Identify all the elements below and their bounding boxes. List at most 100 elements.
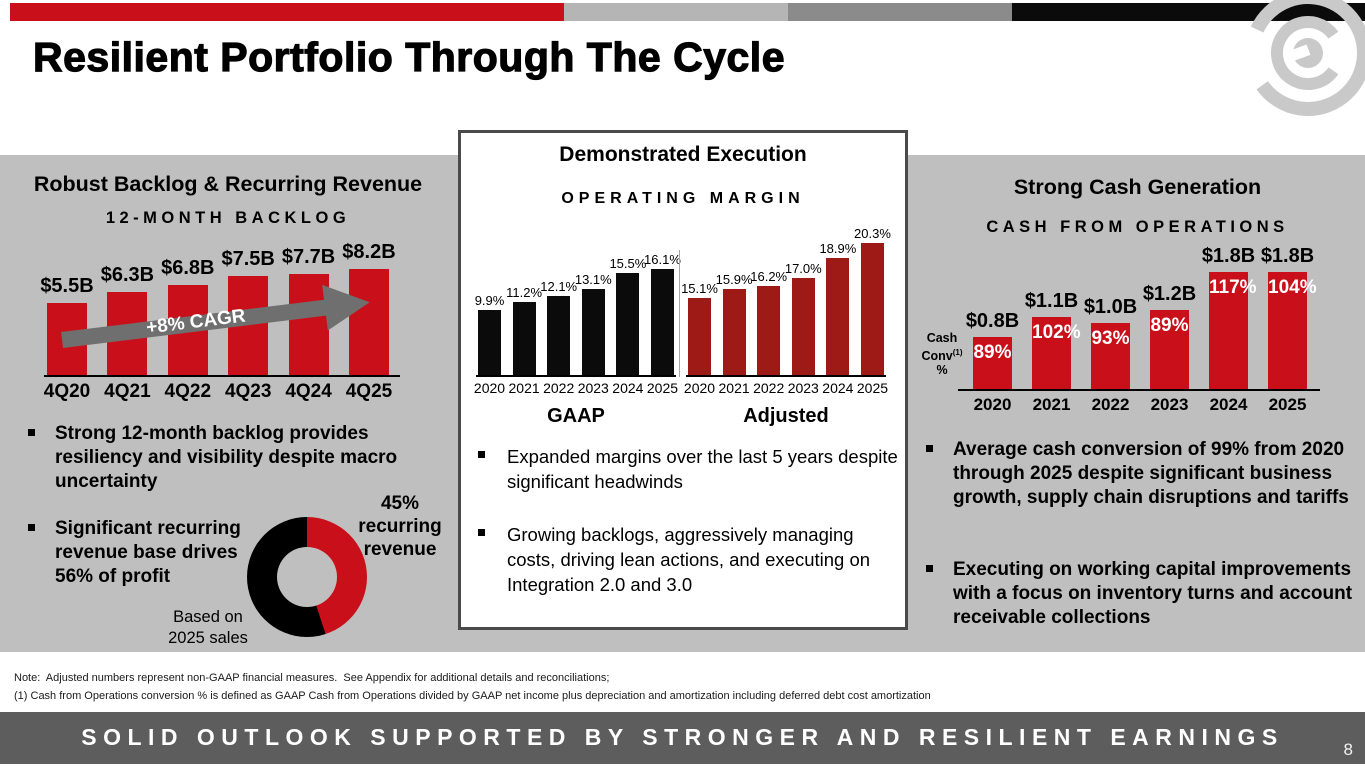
footnote: (1) Cash from Operations conversion % is…	[14, 690, 931, 702]
bar-value-label: 9.9%	[474, 293, 505, 308]
bar-value-label: $0.8B	[965, 310, 1020, 332]
axis-category-label: 2023	[1150, 395, 1189, 414]
bar-column: 18.9%	[819, 226, 856, 376]
bar-value-label: 12.1%	[540, 279, 578, 294]
bar-value-label: $8.2B	[342, 241, 396, 263]
bullet-item: Strong 12-month backlog provides resilie…	[28, 422, 453, 494]
bullet-item: Average cash conversion of 99% from 2020…	[926, 438, 1365, 510]
recurring-revenue-donut-chart	[247, 517, 367, 637]
bullet-square-icon	[926, 565, 933, 572]
chart-group-divider	[679, 250, 680, 377]
bullet-item: Executing on working capital improvement…	[926, 558, 1365, 630]
cash-from-operations-heading: CASH FROM OPERATIONS	[986, 218, 1289, 236]
bar-inner-label: 117%	[1209, 277, 1257, 298]
bar-value-label: $1.1B	[1024, 290, 1079, 312]
bar: 102%	[1032, 317, 1081, 389]
footnote: Note: Adjusted numbers represent non-GAA…	[14, 672, 610, 684]
bar	[288, 274, 329, 375]
bar-value-label: $7.7B	[281, 246, 336, 268]
bullet-text: Expanded margins over the last 5 years d…	[507, 446, 898, 492]
bar-inner-label: 89%	[1150, 315, 1189, 336]
cashops-x-axis	[958, 389, 1320, 391]
bar-value-label: 11.2%	[506, 285, 543, 300]
bar-column: 16.1%	[644, 252, 681, 376]
right-panel-title: Strong Cash Generation	[1013, 175, 1262, 199]
cagr-trend-arrow: +8% CAGR	[59, 277, 373, 364]
axis-category-label: 2025	[1268, 395, 1307, 414]
company-logo	[1245, 0, 1365, 116]
page-number: 8	[1343, 740, 1353, 759]
bar-column: $1.1B 102%	[1025, 245, 1081, 389]
bullet-square-icon	[926, 445, 933, 452]
bullet-text: Growing backlogs, aggressively managing …	[507, 524, 871, 595]
axis-category-label: 2020	[473, 380, 506, 396]
bar-value-label: 15.5%	[609, 256, 647, 271]
gaap-margin-bar-chart: 9.9% 11.2% 12.1% 13.1% 15.5% 16.1%	[474, 252, 681, 376]
bar	[616, 273, 640, 376]
bar	[348, 269, 389, 375]
left-panel-title: Robust Backlog & Recurring Revenue	[33, 172, 423, 196]
bar	[478, 310, 501, 376]
bullet-text: Strong 12-month backlog provides resilie…	[55, 423, 398, 492]
axis-category-label: 2021	[718, 380, 750, 396]
bar	[791, 278, 815, 376]
bar: 117%	[1209, 272, 1257, 389]
bar-value-label: 20.3%	[854, 226, 891, 241]
bar-column: $0.8B 89%	[966, 245, 1019, 389]
bar	[581, 289, 605, 376]
axis-category-label: 2021	[508, 380, 540, 396]
bullet-item: Significant recurring revenue base drive…	[28, 517, 275, 589]
bar-column: 13.1%	[575, 252, 612, 376]
axis-category-label: 2021	[1032, 395, 1071, 414]
bar-value-label: 15.9%	[715, 272, 753, 287]
slide-title: Resilient Portfolio Through The Cycle	[32, 33, 785, 80]
axis-category-label: 2023	[577, 380, 609, 396]
axis-category-label: 2024	[1209, 395, 1248, 414]
bar-inner-label: 93%	[1091, 328, 1130, 349]
donut-callout-label: 45% recurring revenue	[358, 493, 442, 560]
axis-category-label: 4Q22	[164, 381, 212, 402]
backlog-chart-heading: 12-MONTH BACKLOG	[105, 209, 351, 227]
bar-value-label: $1.0B	[1083, 296, 1138, 318]
axis-category-label: 2022	[543, 380, 575, 396]
bar-value-label: $5.5B	[40, 275, 94, 297]
axis-category-label: 2024	[612, 380, 644, 396]
accent-bar-lightgray-segment	[564, 3, 788, 21]
gaap-x-axis	[476, 375, 676, 377]
bar-value-label: 16.1%	[644, 252, 681, 267]
bar-column: 20.3%	[854, 226, 891, 376]
footer-banner-text: SOLID OUTLOOK SUPPORTED BY STRONGER AND …	[81, 724, 1284, 750]
bar	[722, 289, 746, 376]
bullet-square-icon	[478, 451, 485, 458]
axis-category-label: 2022	[1091, 395, 1130, 414]
operating-margin-heading: OPERATING MARGIN	[561, 190, 805, 207]
bullet-text: Executing on working capital improvement…	[953, 559, 1353, 628]
bar-column: 12.1%	[540, 252, 577, 376]
center-panel-title: Demonstrated Execution	[559, 143, 807, 166]
cash-from-operations-bar-chart: $0.8B 89% $1.1B 102% $1.0B 93% $1.2B 89% $1.8B 11…	[966, 245, 1317, 389]
bar	[547, 296, 571, 376]
axis-category-label: 2025	[856, 380, 889, 396]
axis-category-label: 2025	[646, 380, 679, 396]
donut-basis-note: Based on 2025 sales	[168, 608, 248, 647]
bar-column: $8.2B	[342, 241, 396, 375]
axis-category-label: 2022	[753, 380, 785, 396]
bar: 104%	[1268, 272, 1317, 389]
axis-category-label: 2023	[787, 380, 819, 396]
adjusted-group-label: Adjusted	[743, 405, 829, 427]
axis-category-label: 4Q25	[345, 381, 393, 402]
bar-value-label: 16.2%	[750, 269, 788, 284]
cash-conv-line2: Conv(1)	[921, 347, 963, 363]
cashops-x-axis-labels: 2020 2021 2022 2023 2024 2025	[973, 395, 1307, 415]
bar: 89%	[973, 337, 1012, 389]
bar	[757, 286, 781, 376]
bar-column: 16.2%	[750, 226, 787, 376]
bar-value-label: $6.8B	[161, 257, 215, 279]
bar-value-label: $6.3B	[100, 264, 155, 286]
bar-inner-label: 102%	[1032, 322, 1081, 343]
adjusted-margin-bar-chart: 15.1% 15.9% 16.2% 17.0% 18.9% 20.3%	[681, 226, 891, 376]
bar-value-label: 13.1%	[574, 272, 612, 287]
accent-bar-red-segment	[10, 3, 564, 21]
bar	[826, 258, 850, 376]
bar-inner-label: 89%	[973, 342, 1012, 363]
